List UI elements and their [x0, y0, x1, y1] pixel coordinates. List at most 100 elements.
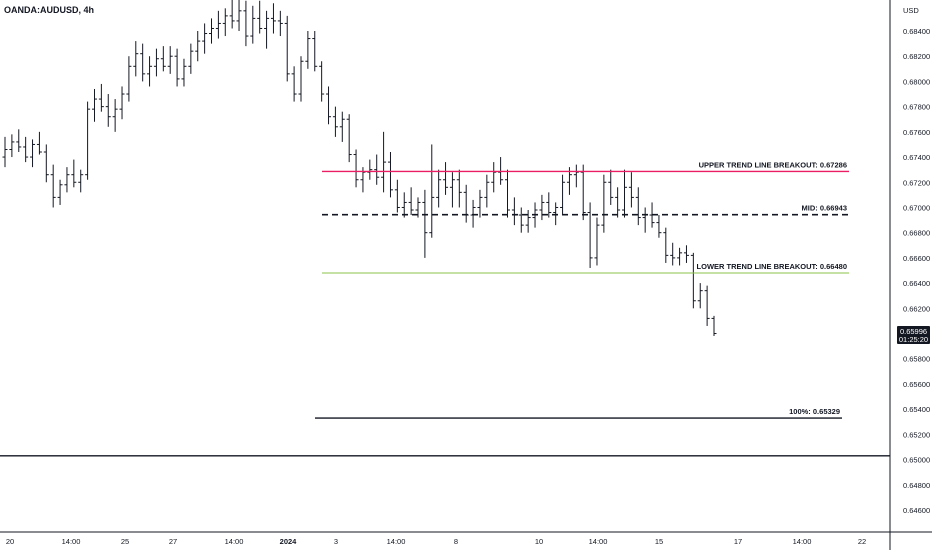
- ohlc-bar[interactable]: [436, 169, 442, 208]
- ohlc-bar[interactable]: [353, 149, 359, 188]
- ohlc-bar[interactable]: [326, 86, 332, 125]
- ohlc-bar[interactable]: [215, 10, 221, 39]
- ohlc-bar[interactable]: [463, 184, 469, 223]
- ohlc-bar[interactable]: [305, 31, 311, 69]
- ohlc-bar[interactable]: [401, 192, 407, 218]
- ohlc-bar[interactable]: [105, 94, 111, 127]
- ohlc-bar[interactable]: [91, 88, 97, 122]
- ohlc-bar[interactable]: [2, 136, 8, 168]
- ohlc-bar[interactable]: [394, 179, 400, 213]
- ohlc-bar[interactable]: [546, 192, 552, 218]
- ohlc-bar[interactable]: [236, 0, 242, 31]
- ohlc-bar[interactable]: [119, 86, 125, 120]
- ohlc-bar[interactable]: [64, 167, 70, 193]
- ohlc-bar[interactable]: [257, 0, 263, 34]
- ohlc-bar[interactable]: [525, 209, 531, 233]
- ohlc-bar[interactable]: [415, 197, 421, 218]
- ohlc-bar[interactable]: [312, 31, 318, 72]
- ohlc-bar[interactable]: [628, 172, 634, 208]
- ohlc-bar[interactable]: [573, 164, 579, 188]
- ohlc-bar[interactable]: [367, 159, 373, 180]
- ohlc-bar[interactable]: [683, 245, 689, 263]
- ohlc-bar[interactable]: [587, 202, 593, 268]
- ohlc-bar[interactable]: [387, 152, 393, 198]
- ohlc-bar[interactable]: [181, 58, 187, 87]
- ohlc-bar[interactable]: [78, 169, 84, 193]
- ohlc-bar[interactable]: [511, 197, 517, 226]
- ohlc-bar[interactable]: [174, 48, 180, 87]
- ohlc-bar[interactable]: [346, 114, 352, 163]
- ohlc-bar[interactable]: [381, 131, 387, 193]
- ohlc-bar[interactable]: [277, 10, 283, 37]
- ohlc-bar[interactable]: [298, 56, 304, 102]
- ohlc-bar[interactable]: [642, 207, 648, 233]
- ohlc-bar[interactable]: [147, 56, 153, 87]
- ohlc-bar[interactable]: [443, 162, 449, 195]
- ohlc-bar[interactable]: [270, 3, 276, 34]
- ohlc-bar[interactable]: [594, 217, 600, 266]
- ohlc-bar[interactable]: [470, 199, 476, 228]
- ohlc-bar[interactable]: [167, 46, 173, 74]
- ohlc-bar[interactable]: [30, 139, 36, 168]
- ohlc-bar[interactable]: [229, 0, 235, 29]
- ohlc-bar[interactable]: [112, 99, 118, 132]
- ohlc-bar[interactable]: [601, 174, 607, 233]
- ohlc-bar[interactable]: [188, 43, 194, 74]
- ohlc-bar[interactable]: [264, 10, 270, 49]
- ohlc-bar[interactable]: [553, 202, 559, 226]
- ohlc-bar[interactable]: [133, 41, 139, 77]
- ohlc-bar[interactable]: [477, 189, 483, 218]
- ohlc-bar[interactable]: [615, 187, 621, 218]
- ohlc-bar[interactable]: [195, 31, 201, 62]
- ohlc-bar[interactable]: [484, 174, 490, 208]
- ohlc-bar[interactable]: [202, 23, 208, 54]
- ohlc-bar[interactable]: [677, 247, 683, 266]
- ohlc-bar[interactable]: [504, 169, 510, 218]
- ohlc-bar[interactable]: [690, 252, 696, 309]
- ohlc-bar[interactable]: [704, 285, 710, 326]
- ohlc-bar[interactable]: [663, 227, 669, 263]
- ohlc-bar[interactable]: [332, 106, 338, 137]
- ohlc-bar[interactable]: [243, 0, 249, 47]
- ohlc-bar[interactable]: [670, 242, 676, 266]
- ohlc-bar[interactable]: [635, 187, 641, 226]
- ohlc-bar[interactable]: [98, 83, 104, 112]
- ohlc-bar[interactable]: [622, 169, 628, 218]
- ohlc-bar[interactable]: [491, 162, 497, 193]
- ohlc-bar[interactable]: [456, 169, 462, 208]
- ohlc-bar[interactable]: [9, 134, 15, 158]
- ohlc-bar[interactable]: [580, 164, 586, 221]
- ohlc-bar[interactable]: [339, 111, 345, 142]
- ohlc-bar[interactable]: [160, 46, 166, 72]
- ohlc-bar[interactable]: [560, 174, 566, 216]
- ohlc-bar[interactable]: [422, 189, 428, 258]
- ohlc-bar[interactable]: [16, 129, 22, 153]
- ohlc-bar[interactable]: [291, 66, 297, 102]
- ohlc-bar[interactable]: [449, 172, 455, 208]
- ohlc-bar[interactable]: [429, 144, 435, 238]
- ohlc-bar[interactable]: [374, 154, 380, 185]
- ohlc-bar[interactable]: [85, 101, 91, 180]
- ohlc-bar[interactable]: [250, 5, 256, 44]
- ohlc-bar[interactable]: [126, 56, 132, 102]
- ohlc-bar[interactable]: [153, 48, 159, 77]
- ohlc-bar[interactable]: [140, 43, 146, 82]
- ohlc-bar[interactable]: [656, 215, 662, 238]
- ohlc-bar[interactable]: [408, 187, 414, 216]
- ohlc-bar[interactable]: [711, 315, 717, 337]
- ohlc-bar[interactable]: [71, 159, 77, 188]
- ohlc-bar[interactable]: [518, 207, 524, 233]
- ohlc-bar[interactable]: [608, 169, 614, 205]
- ohlc-bar[interactable]: [23, 136, 29, 163]
- ohlc-bar[interactable]: [284, 15, 290, 82]
- ohlc-bar[interactable]: [697, 283, 703, 309]
- ohlc-bar[interactable]: [319, 61, 325, 102]
- ohlc-bar[interactable]: [36, 131, 42, 155]
- ohlc-bar[interactable]: [222, 8, 228, 37]
- ohlc-bar[interactable]: [539, 194, 545, 221]
- ohlc-bar[interactable]: [209, 18, 215, 44]
- ohlc-bar[interactable]: [57, 179, 63, 205]
- ohlc-bar[interactable]: [50, 164, 56, 208]
- ohlc-bar[interactable]: [43, 144, 49, 183]
